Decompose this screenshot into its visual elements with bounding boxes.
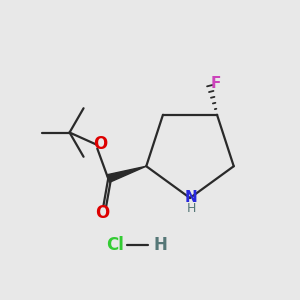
Text: H: H <box>153 236 167 254</box>
Text: Cl: Cl <box>106 236 124 254</box>
Text: N: N <box>184 190 197 205</box>
Polygon shape <box>107 166 146 182</box>
Text: O: O <box>95 204 109 222</box>
Text: H: H <box>186 202 196 214</box>
Text: F: F <box>211 76 221 91</box>
Text: O: O <box>93 134 107 152</box>
